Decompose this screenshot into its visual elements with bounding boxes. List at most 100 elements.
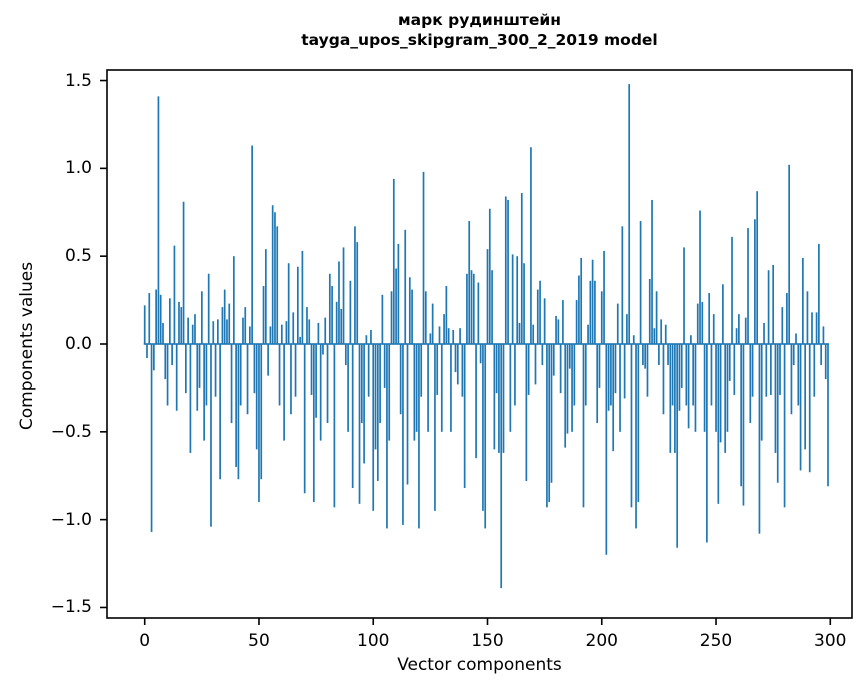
bar: [390, 291, 393, 344]
bar: [472, 273, 475, 344]
bar: [244, 307, 247, 344]
bar: [760, 344, 763, 441]
bar: [806, 291, 809, 344]
bar: [429, 333, 432, 344]
bar: [255, 344, 258, 450]
y-tick-label: 0.5: [64, 246, 92, 267]
bar: [728, 344, 731, 381]
bar: [157, 96, 160, 344]
bar: [226, 319, 228, 344]
bar: [712, 314, 715, 344]
bar: [740, 344, 743, 487]
bar: [175, 344, 178, 411]
bar: [150, 344, 153, 532]
bar: [447, 328, 450, 344]
bar: [509, 344, 512, 432]
bar: [820, 344, 822, 366]
bar: [319, 344, 322, 441]
bar: [148, 293, 151, 344]
bar: [278, 344, 281, 406]
bar: [765, 344, 768, 397]
bar: [162, 322, 164, 344]
bar: [667, 344, 669, 366]
bar: [223, 289, 226, 344]
x-tick-label: 0: [139, 631, 151, 651]
bar: [171, 344, 173, 366]
bar: [635, 344, 637, 529]
bar: [795, 333, 797, 344]
bar: [166, 344, 169, 406]
bar: [715, 344, 717, 432]
bar: [434, 344, 436, 511]
bar: [303, 344, 306, 494]
bar: [575, 300, 578, 344]
bar: [335, 301, 338, 344]
bar: [267, 344, 269, 376]
bar: [655, 291, 658, 344]
bar: [232, 256, 235, 344]
bar: [406, 344, 409, 485]
bar: [438, 326, 441, 344]
bar: [376, 344, 379, 481]
x-tick-label: 200: [585, 631, 618, 651]
bar: [237, 344, 240, 480]
bar: [518, 322, 521, 344]
bar: [328, 273, 331, 344]
bar: [676, 344, 679, 548]
bar: [450, 344, 452, 432]
bar: [454, 344, 457, 373]
bar: [584, 344, 587, 406]
bar: [159, 294, 162, 344]
bar: [799, 344, 802, 471]
bar: [207, 273, 210, 344]
bar: [564, 344, 567, 448]
bar: [539, 280, 541, 344]
y-tick-label: −1.0: [50, 509, 92, 530]
bar: [392, 178, 395, 344]
bar: [258, 344, 260, 503]
bar: [758, 344, 761, 534]
bar: [594, 280, 596, 344]
bar: [189, 344, 192, 453]
bar: [511, 254, 514, 344]
bar: [603, 250, 605, 344]
x-tick-label: 150: [471, 631, 504, 651]
bar: [596, 344, 599, 424]
bar: [637, 344, 640, 503]
bar: [479, 344, 482, 364]
bar: [612, 344, 615, 452]
bar: [735, 328, 738, 344]
bar: [763, 322, 765, 344]
bar: [747, 228, 749, 344]
bar: [356, 242, 359, 344]
bar: [482, 344, 484, 511]
bar: [770, 344, 772, 395]
bar: [459, 328, 461, 344]
bar: [776, 344, 779, 483]
bar: [651, 199, 653, 344]
bar: [690, 335, 692, 344]
bar: [818, 243, 820, 344]
x-tick-label: 250: [699, 631, 733, 651]
bar: [589, 280, 592, 344]
bar: [294, 344, 297, 397]
zero-baseline: [143, 343, 830, 345]
bar: [219, 344, 221, 480]
bar: [271, 205, 274, 344]
bar: [694, 344, 697, 432]
chart-title: марк рудинштейн tayga_upos_skipgram_300_2…: [107, 11, 852, 50]
bar: [216, 319, 219, 344]
bar: [701, 301, 704, 344]
bar: [470, 270, 473, 344]
bar: [532, 324, 535, 344]
bar: [578, 275, 580, 344]
bar: [662, 344, 665, 415]
bar: [239, 344, 242, 406]
bar: [502, 344, 505, 453]
bar: [370, 329, 372, 344]
bar: [317, 322, 320, 344]
bar: [619, 344, 621, 432]
bar: [477, 282, 480, 344]
bar: [534, 344, 537, 385]
bar: [221, 307, 224, 344]
